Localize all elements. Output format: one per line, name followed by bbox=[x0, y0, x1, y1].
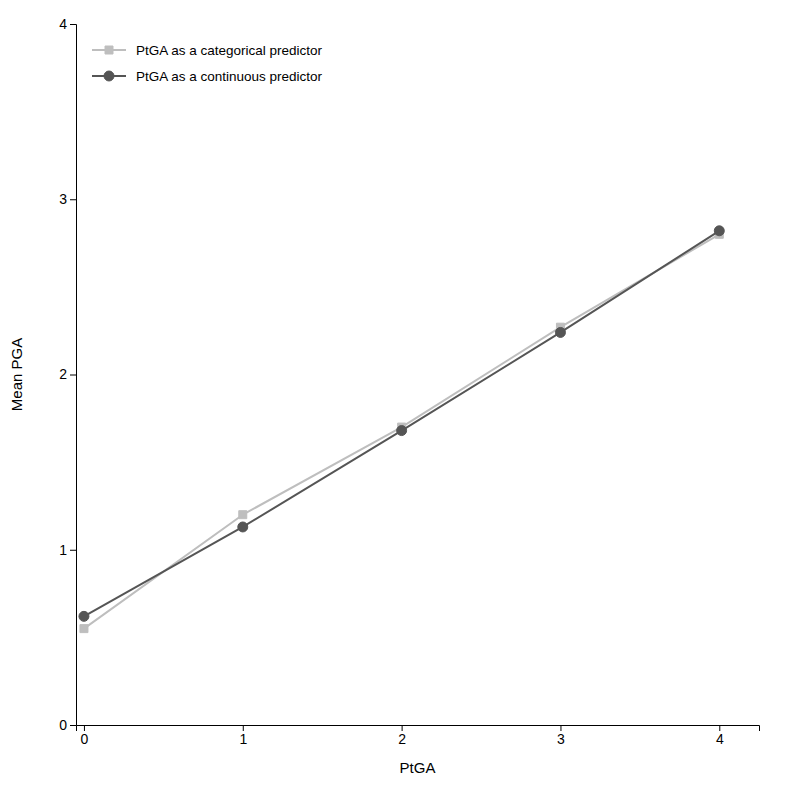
point bbox=[79, 611, 89, 621]
tick-mark bbox=[70, 725, 76, 726]
tick-label: 4 bbox=[716, 731, 724, 747]
x-axis-title: PtGA bbox=[400, 759, 436, 776]
tick-label: 0 bbox=[81, 731, 89, 747]
tick: 1 bbox=[239, 725, 247, 747]
legend-item: PtGA as a continuous predictor bbox=[92, 69, 323, 84]
x-axis: 0 1 2 3 4 bbox=[77, 725, 760, 747]
line bbox=[84, 234, 719, 628]
tick-mark bbox=[70, 375, 76, 376]
tick: 4 bbox=[716, 725, 724, 747]
tick: 0 bbox=[59, 717, 76, 733]
tick-label: 3 bbox=[59, 191, 67, 207]
point bbox=[239, 511, 247, 519]
legend: PtGA as a categorical predictor PtGA as a… bbox=[92, 43, 323, 84]
tick: 3 bbox=[557, 725, 565, 747]
tick: 1 bbox=[59, 542, 76, 558]
point bbox=[397, 426, 407, 436]
legend-item: PtGA as a categorical predictor bbox=[92, 43, 323, 58]
tick: 0 bbox=[81, 725, 89, 747]
axis-line bbox=[70, 25, 77, 726]
series bbox=[80, 230, 723, 632]
tick-label: 1 bbox=[59, 542, 67, 558]
legend-label: PtGA as a continuous predictor bbox=[136, 69, 323, 84]
point bbox=[714, 226, 724, 236]
tick-label: 1 bbox=[239, 731, 247, 747]
tick: 2 bbox=[398, 725, 406, 747]
tick-label: 3 bbox=[557, 731, 565, 747]
series bbox=[79, 226, 724, 622]
line bbox=[84, 231, 719, 617]
chart: 0 1 2 3 4 0 1 2 3 4 PtGA as a categorical predicto… bbox=[0, 0, 787, 791]
y-axis: 0 1 2 3 4 bbox=[59, 16, 76, 733]
tick: 2 bbox=[59, 366, 76, 382]
tick-label: 2 bbox=[398, 731, 406, 747]
y-axis-title: Mean PGA bbox=[8, 338, 25, 411]
plot: 0 1 2 3 4 0 1 2 3 4 PtGA as a categorical predicto… bbox=[59, 16, 759, 747]
tick-mark bbox=[70, 199, 76, 200]
tick-mark bbox=[70, 24, 76, 25]
point bbox=[238, 522, 248, 532]
point bbox=[555, 327, 565, 337]
legend-label: PtGA as a categorical predictor bbox=[136, 43, 323, 58]
point bbox=[80, 625, 88, 633]
tick: 3 bbox=[59, 191, 76, 207]
legend-marker bbox=[104, 71, 114, 81]
tick-label: 4 bbox=[59, 16, 67, 32]
tick-label: 0 bbox=[59, 717, 67, 733]
axis-line bbox=[77, 726, 760, 732]
marks bbox=[79, 226, 724, 633]
tick: 4 bbox=[59, 16, 76, 32]
legend-marker bbox=[105, 46, 113, 54]
tick-mark bbox=[70, 550, 76, 551]
tick-label: 2 bbox=[59, 366, 67, 382]
